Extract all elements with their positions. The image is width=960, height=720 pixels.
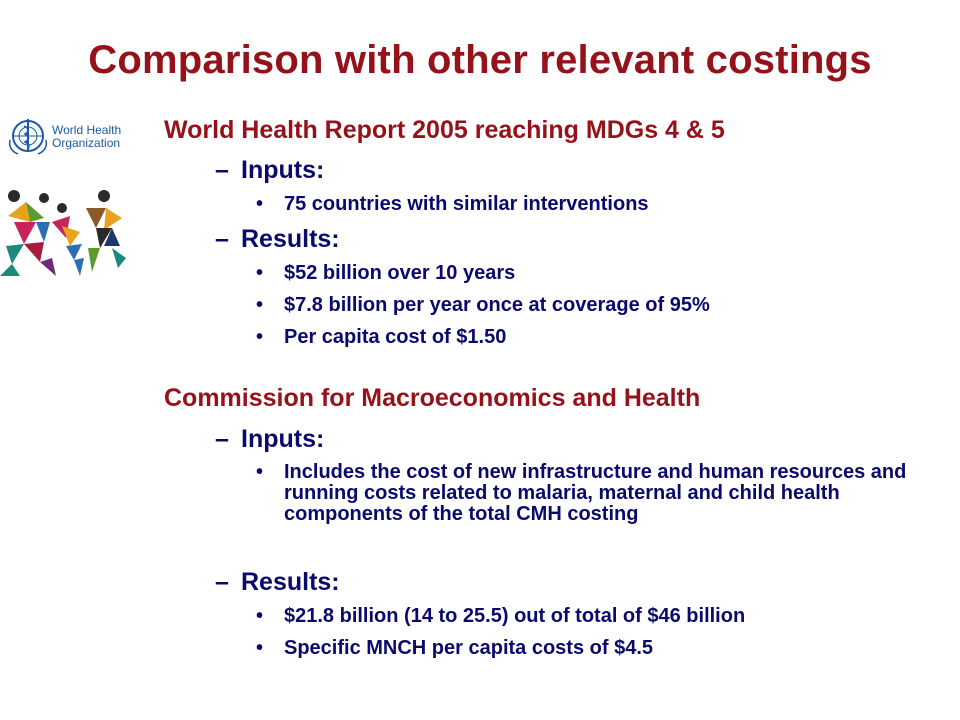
- tangram-figures-icon: [0, 190, 126, 276]
- who-org-line2: Organization: [52, 136, 121, 150]
- section-heading-whr: World Health Report 2005 reaching MDGs 4…: [164, 116, 725, 144]
- section-heading-cmh: Commission for Macroeconomics and Health: [164, 384, 701, 412]
- bullet-marker: •: [256, 461, 264, 483]
- dash-marker: –: [215, 425, 229, 453]
- bullet-text: $7.8 billion per year once at coverage o…: [284, 294, 710, 316]
- bullet-item: • Includes the cost of new infrastructur…: [256, 462, 936, 525]
- dash-marker: –: [215, 568, 229, 596]
- bullet-marker: •: [256, 193, 264, 215]
- inputs-label: Inputs:: [241, 425, 325, 453]
- dash-marker: –: [215, 156, 229, 184]
- bullet-text: Includes the cost of new infrastructure …: [284, 461, 907, 525]
- bullet-item: • $52 billion over 10 years: [256, 263, 936, 284]
- bullet-text: $52 billion over 10 years: [284, 262, 516, 284]
- bullet-marker: •: [256, 605, 264, 627]
- bullet-text: Per capita cost of $1.50: [284, 326, 507, 348]
- who-logo: [0, 118, 146, 278]
- sub-heading-results: – Results:: [215, 568, 340, 597]
- bullet-marker: •: [256, 326, 264, 348]
- results-label: Results:: [241, 568, 340, 596]
- slide-title: Comparison with other relevant costings: [88, 38, 872, 82]
- bullet-marker: •: [256, 294, 264, 316]
- inputs-label: Inputs:: [241, 156, 325, 184]
- sub-heading-inputs: – Inputs:: [215, 425, 324, 454]
- bullet-marker: •: [256, 262, 264, 284]
- dash-marker: –: [215, 225, 229, 253]
- who-org-line1: World Health: [52, 123, 122, 137]
- bullet-item: • Specific MNCH per capita costs of $4.5: [256, 638, 936, 659]
- who-org-text: World Health Organization: [52, 124, 142, 150]
- bullet-text: Specific MNCH per capita costs of $4.5: [284, 637, 654, 659]
- bullet-item: • 75 countries with similar intervention…: [256, 194, 936, 215]
- bullet-item: • Per capita cost of $1.50: [256, 327, 936, 348]
- bullet-text: $21.8 billion (14 to 25.5) out of total …: [284, 605, 746, 627]
- bullet-text: 75 countries with similar interventions: [284, 193, 649, 215]
- results-label: Results:: [241, 225, 340, 253]
- sub-heading-results: – Results:: [215, 225, 340, 254]
- bullet-item: • $21.8 billion (14 to 25.5) out of tota…: [256, 606, 936, 627]
- who-emblem-icon: [8, 119, 48, 155]
- bullet-marker: •: [256, 637, 264, 659]
- sub-heading-inputs: – Inputs:: [215, 156, 324, 185]
- bullet-item: • $7.8 billion per year once at coverage…: [256, 295, 936, 316]
